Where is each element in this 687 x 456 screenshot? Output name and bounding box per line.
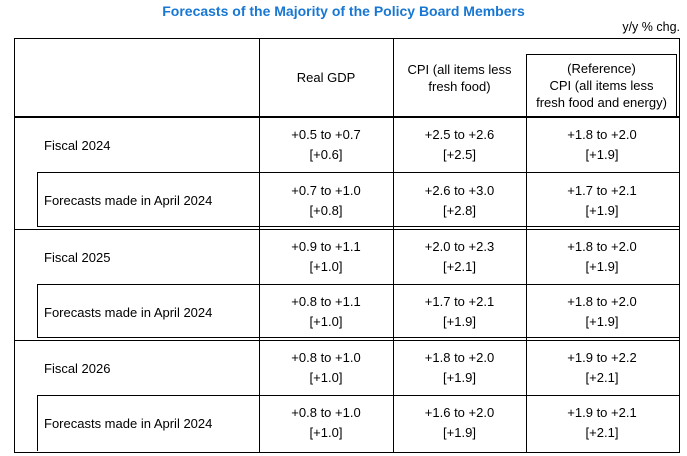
forecast-range: +0.8 to +1.1 bbox=[291, 294, 361, 309]
header-label: CPI (all items less bbox=[407, 61, 512, 77]
table-row: Fiscal 2026 +0.8 to +1.0 [+1.0] +1.8 to … bbox=[15, 341, 679, 395]
forecast-range: +1.8 to +2.0 bbox=[567, 294, 637, 309]
forecast-range: +1.7 to +2.1 bbox=[567, 182, 637, 198]
table-row: Forecasts made in April 2024 +0.8 to +1.… bbox=[15, 395, 679, 451]
forecast-median: [+1.0] bbox=[309, 314, 343, 329]
forecast-median: [+0.8] bbox=[309, 202, 343, 218]
fiscal-2026-block: Fiscal 2026 +0.8 to +1.0 [+1.0] +1.8 to … bbox=[15, 340, 679, 451]
gdp-forecast-cell: +0.5 to +0.7 [+0.6] bbox=[259, 118, 393, 172]
reference-cpi-forecast-cell: +1.9 to +2.2 [+2.1] bbox=[526, 341, 678, 395]
forecast-median: [+1.9] bbox=[585, 202, 619, 218]
forecast-median: [+2.5] bbox=[443, 147, 476, 162]
reference-cpi-forecast-cell: +1.8 to +2.0 [+1.9] bbox=[526, 284, 678, 340]
forecast-range: +1.8 to +2.0 bbox=[424, 350, 495, 365]
cpi-forecast-cell: +2.5 to +2.6 [+2.5] bbox=[393, 118, 526, 172]
header-label: fresh food) bbox=[428, 78, 491, 94]
april-forecast-box bbox=[37, 172, 679, 227]
table-row: Fiscal 2025 +0.9 to +1.1 [+1.0] +2.0 to … bbox=[15, 230, 679, 284]
forecast-median: [+1.9] bbox=[585, 314, 619, 329]
row-label: Fiscal 2026 bbox=[44, 360, 111, 376]
forecast-median: [+1.9] bbox=[443, 314, 476, 329]
forecast-median: [+1.0] bbox=[309, 370, 343, 385]
forecast-median: [+2.1] bbox=[585, 370, 619, 385]
forecast-range: +0.9 to +1.1 bbox=[291, 239, 361, 254]
forecast-median: [+2.1] bbox=[585, 425, 619, 440]
unit-note: y/y % chg. bbox=[622, 20, 680, 34]
forecast-range: +2.6 to +3.0 bbox=[424, 182, 495, 198]
cpi-forecast-cell: +1.8 to +2.0 [+1.9] bbox=[393, 341, 526, 395]
row-label: Forecasts made in April 2024 bbox=[44, 415, 213, 431]
header-label: fresh food and energy) bbox=[536, 95, 667, 110]
forecast-range: +1.6 to +2.0 bbox=[424, 405, 495, 420]
april-forecast-box bbox=[37, 395, 679, 451]
april-forecast-box bbox=[37, 284, 679, 338]
row-label: Fiscal 2024 bbox=[44, 137, 111, 153]
header-label: (Reference) bbox=[567, 61, 636, 76]
table-row: Forecasts made in April 2024 +0.8 to +1.… bbox=[15, 284, 679, 340]
gdp-forecast-cell: +0.8 to +1.0 [+1.0] bbox=[259, 341, 393, 395]
header-label: CPI (all items less bbox=[549, 78, 654, 93]
cpi-forecast-cell: +1.7 to +2.1 [+1.9] bbox=[393, 284, 526, 340]
reference-cpi-forecast-cell: +1.7 to +2.1 [+1.9] bbox=[526, 172, 678, 229]
table-row: Fiscal 2024 +0.5 to +0.7 [+0.6] +2.5 to … bbox=[15, 118, 679, 172]
fiscal-2024-block: Fiscal 2024 +0.5 to +0.7 [+0.6] +2.5 to … bbox=[15, 118, 679, 229]
reference-cpi-forecast-cell: +1.8 to +2.0 [+1.9] bbox=[526, 118, 678, 172]
forecast-range: +1.7 to +2.1 bbox=[424, 294, 495, 309]
forecast-median: [+0.6] bbox=[309, 147, 343, 162]
forecast-range: +1.8 to +2.0 bbox=[567, 127, 637, 142]
forecast-range: +0.7 to +1.0 bbox=[291, 182, 361, 198]
forecast-range: +2.0 to +2.3 bbox=[424, 239, 495, 254]
forecast-range: +1.9 to +2.2 bbox=[567, 350, 637, 365]
forecast-range: +1.8 to +2.0 bbox=[567, 239, 637, 254]
row-label: Forecasts made in April 2024 bbox=[44, 193, 213, 208]
reference-cpi-forecast-cell: +1.9 to +2.1 [+2.1] bbox=[526, 395, 678, 451]
gdp-forecast-cell: +0.8 to +1.1 [+1.0] bbox=[259, 284, 393, 340]
forecast-median: [+1.0] bbox=[309, 259, 343, 274]
header-separator bbox=[15, 116, 679, 118]
forecast-range: +0.8 to +1.0 bbox=[291, 405, 361, 420]
page-title: Forecasts of the Majority of the Policy … bbox=[162, 3, 525, 19]
column-divider bbox=[393, 39, 394, 452]
table-row: Forecasts made in April 2024 +0.7 to +1.… bbox=[15, 172, 679, 229]
cpi-forecast-cell: +2.0 to +2.3 [+2.1] bbox=[393, 230, 526, 284]
gdp-forecast-cell: +0.9 to +1.1 [+1.0] bbox=[259, 230, 393, 284]
header-label: Real GDP bbox=[296, 70, 356, 85]
forecast-range: +0.8 to +1.0 bbox=[291, 350, 361, 365]
forecast-median: [+2.8] bbox=[443, 202, 476, 218]
forecast-table: Real GDP CPI (all items less fresh food)… bbox=[14, 38, 680, 453]
row-label: Forecasts made in April 2024 bbox=[44, 304, 213, 320]
forecast-range: +0.5 to +0.7 bbox=[291, 127, 361, 142]
forecast-median: [+2.1] bbox=[443, 259, 476, 274]
forecast-median: [+1.9] bbox=[443, 370, 476, 385]
gdp-forecast-cell: +0.7 to +1.0 [+0.8] bbox=[259, 172, 393, 229]
forecast-median: [+1.9] bbox=[585, 259, 619, 274]
header-cpi: CPI (all items less fresh food) bbox=[393, 39, 526, 116]
header-reference-cpi-box: (Reference) CPI (all items less fresh fo… bbox=[526, 54, 677, 116]
gdp-forecast-cell: +0.8 to +1.0 [+1.0] bbox=[259, 395, 393, 451]
cpi-forecast-cell: +2.6 to +3.0 [+2.8] bbox=[393, 172, 526, 229]
forecast-median: [+1.9] bbox=[585, 147, 619, 162]
fiscal-2025-block: Fiscal 2025 +0.9 to +1.1 [+1.0] +2.0 to … bbox=[15, 229, 679, 340]
forecast-range: +1.9 to +2.1 bbox=[567, 405, 637, 420]
reference-cpi-forecast-cell: +1.8 to +2.0 [+1.9] bbox=[526, 230, 678, 284]
forecast-median: [+1.9] bbox=[443, 425, 476, 440]
row-label: Fiscal 2025 bbox=[44, 249, 111, 265]
forecast-median: [+1.0] bbox=[309, 425, 343, 440]
column-divider bbox=[259, 39, 260, 452]
forecast-range: +2.5 to +2.6 bbox=[424, 127, 495, 142]
cpi-forecast-cell: +1.6 to +2.0 [+1.9] bbox=[393, 395, 526, 451]
header-real-gdp: Real GDP bbox=[259, 39, 393, 116]
